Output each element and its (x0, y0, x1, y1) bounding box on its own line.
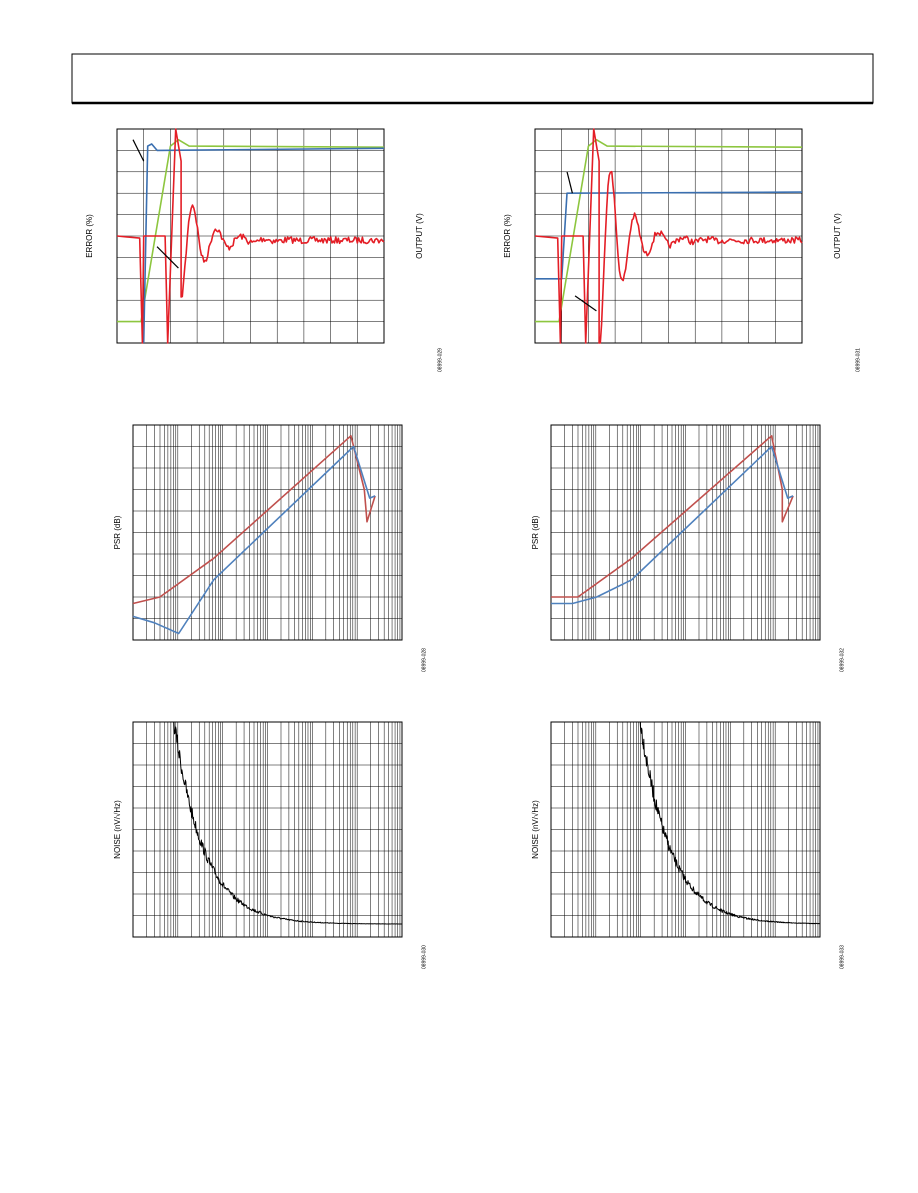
plot-frame (132, 424, 403, 641)
arrow (574, 295, 597, 312)
psr-trace (551, 434, 794, 598)
header-box (71, 53, 874, 104)
psr-trace (132, 434, 376, 605)
noise-trace (639, 721, 821, 925)
y-axis-label: NOISE (nV/√Hz) (531, 800, 540, 859)
figure-code: 08999-029 (437, 348, 443, 372)
error-trace (116, 128, 385, 344)
arrow (132, 139, 145, 162)
y2-axis-label: OUTPUT (V) (833, 213, 842, 259)
noise-trace (173, 721, 402, 925)
figure: PSR (dB) 08999-032 (531, 424, 845, 672)
y2-axis-label: OUTPUT (V) (415, 213, 424, 259)
plot-frame (550, 424, 821, 641)
figure: NOISE (nV/√Hz) 08999-033 (531, 721, 845, 969)
figure-code: 08999-030 (421, 945, 427, 969)
plot-frame (132, 721, 403, 938)
figure-code: 08999-033 (839, 945, 845, 969)
figure-code: 08999-028 (421, 648, 427, 672)
figure: NOISE (nV/√Hz) 08999-030 (113, 721, 427, 969)
figure-code: 08999-031 (855, 348, 861, 372)
y-axis-label: PSR (dB) (531, 515, 540, 549)
psr-trace (132, 445, 376, 635)
y-axis-label: ERROR (%) (85, 214, 94, 258)
arrow (156, 246, 179, 269)
figure: PSR (dB) 08999-028 (113, 424, 427, 672)
input-trace (142, 143, 385, 344)
y-axis-label: ERROR (%) (503, 214, 512, 258)
error-trace (534, 128, 803, 344)
plot-frame (550, 721, 821, 938)
y-axis-label: NOISE (nV/√Hz) (113, 800, 122, 859)
figure-code: 08999-032 (839, 648, 845, 672)
figure: ERROR (%) OUTPUT (V) 08999-029 (85, 128, 443, 372)
psr-trace (551, 445, 794, 605)
y-axis-label: PSR (dB) (113, 515, 122, 549)
figure: ERROR (%) OUTPUT (V) 08999-031 (503, 128, 861, 372)
arrow (566, 171, 573, 194)
